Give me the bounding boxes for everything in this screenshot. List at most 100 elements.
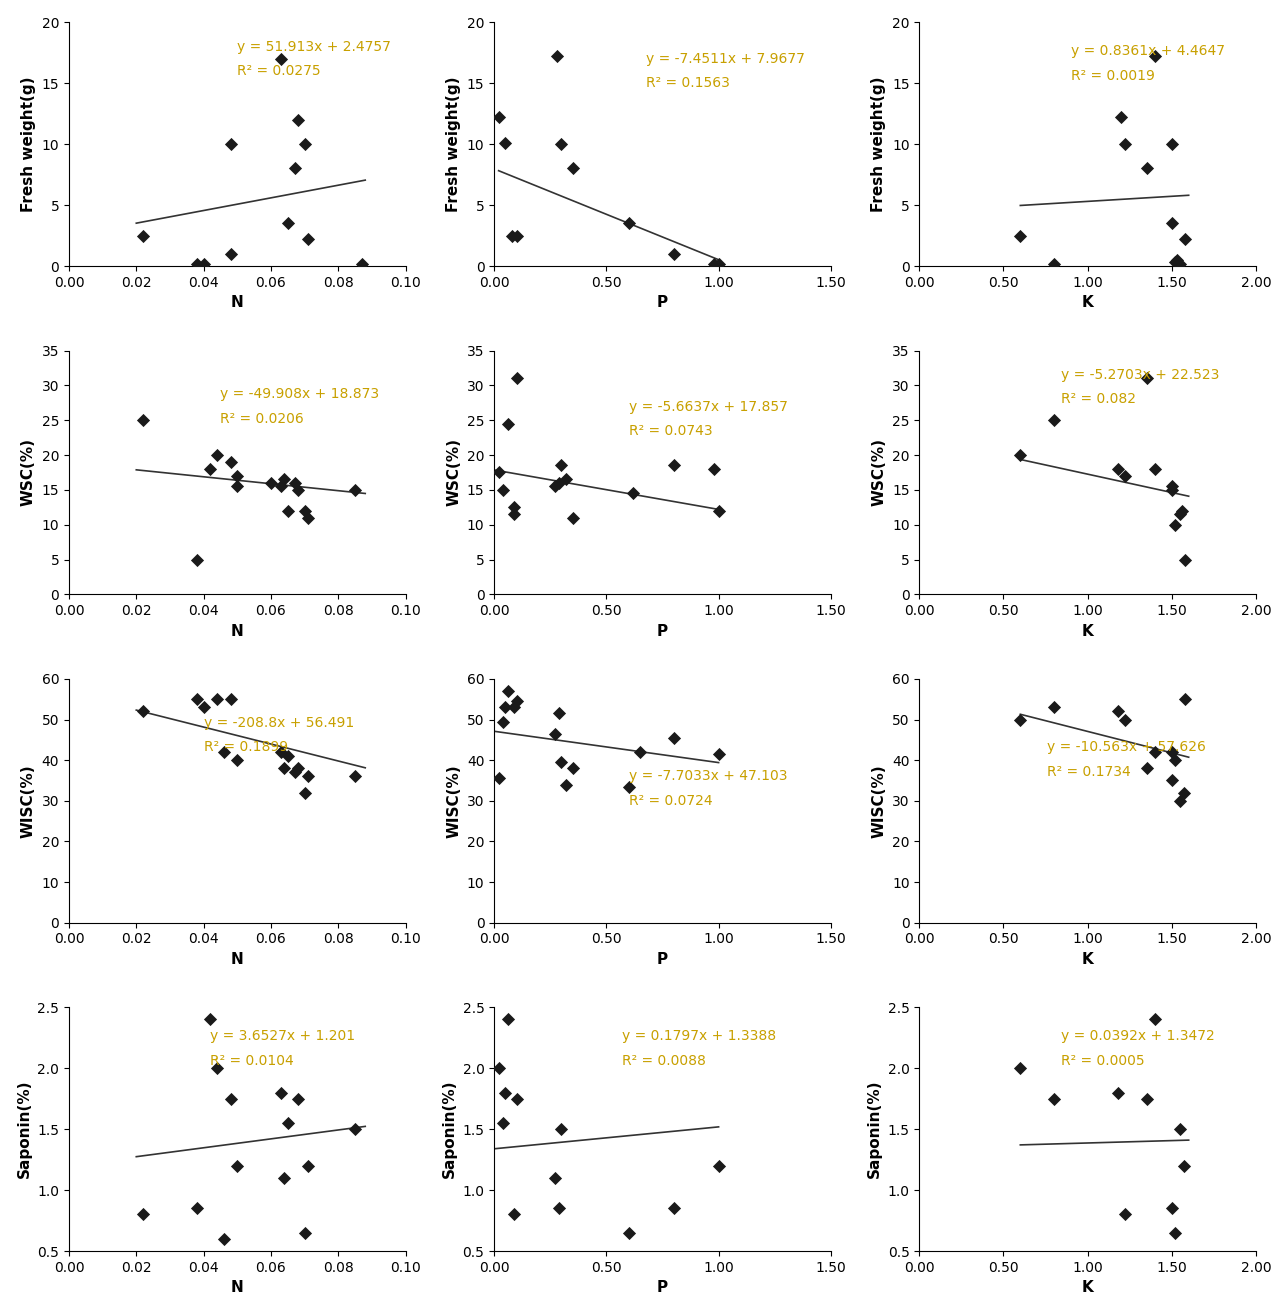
Point: [1162, 770, 1182, 791]
Point: [220, 689, 241, 710]
Point: [187, 253, 207, 274]
Text: y = -5.6637x + 17.857: y = -5.6637x + 17.857: [629, 400, 788, 413]
Point: [1175, 689, 1195, 710]
Point: [207, 445, 228, 466]
X-axis label: K: K: [1082, 1281, 1094, 1295]
Point: [545, 723, 565, 744]
Text: y = -5.2703x + 22.523: y = -5.2703x + 22.523: [1061, 367, 1220, 382]
Point: [618, 777, 639, 798]
Text: R² = 0.0724: R² = 0.0724: [629, 794, 712, 808]
Point: [187, 548, 207, 569]
Point: [285, 762, 305, 783]
Point: [504, 1204, 524, 1225]
X-axis label: N: N: [231, 953, 243, 967]
Text: R² = 0.1899: R² = 0.1899: [204, 740, 287, 754]
Point: [1164, 1223, 1185, 1244]
Point: [495, 1082, 515, 1103]
Point: [214, 741, 234, 762]
Point: [506, 367, 527, 388]
Point: [1175, 228, 1195, 249]
Point: [214, 1228, 234, 1249]
Y-axis label: Fresh weight(g): Fresh weight(g): [21, 76, 36, 211]
Y-axis label: Saponin(%): Saponin(%): [867, 1080, 882, 1178]
Point: [495, 133, 515, 154]
Point: [1112, 106, 1132, 127]
Point: [1170, 1119, 1190, 1140]
Y-axis label: WSC(%): WSC(%): [872, 438, 886, 506]
Point: [274, 468, 295, 489]
Point: [623, 483, 644, 504]
Y-axis label: WISC(%): WISC(%): [21, 764, 36, 837]
Point: [1136, 157, 1157, 178]
Point: [502, 226, 523, 247]
Point: [555, 468, 576, 489]
X-axis label: P: P: [657, 953, 668, 967]
Point: [1170, 253, 1190, 274]
Point: [504, 504, 524, 525]
Point: [551, 752, 572, 773]
Point: [506, 226, 527, 247]
Point: [295, 134, 316, 155]
Point: [345, 479, 366, 500]
Point: [1136, 367, 1157, 388]
Point: [193, 697, 214, 718]
Text: y = 0.0392x + 1.3472: y = 0.0392x + 1.3472: [1061, 1030, 1215, 1043]
Point: [506, 1088, 527, 1109]
Point: [1114, 1204, 1135, 1225]
Text: R² = 0.0275: R² = 0.0275: [237, 64, 321, 77]
Point: [187, 689, 207, 710]
Point: [220, 134, 241, 155]
Point: [1136, 1088, 1157, 1109]
Point: [1172, 500, 1193, 521]
Point: [1145, 458, 1166, 479]
Point: [1043, 253, 1064, 274]
Text: R² = 0.082: R² = 0.082: [1061, 392, 1136, 407]
Point: [546, 46, 567, 67]
Point: [549, 703, 569, 724]
Point: [1114, 134, 1135, 155]
Point: [488, 462, 509, 483]
Point: [630, 741, 650, 762]
Point: [1108, 701, 1128, 722]
X-axis label: P: P: [657, 1281, 668, 1295]
Point: [563, 157, 583, 178]
Point: [1164, 749, 1185, 770]
Point: [488, 768, 509, 789]
Point: [1162, 479, 1182, 500]
Point: [618, 1223, 639, 1244]
Text: y = -208.8x + 56.491: y = -208.8x + 56.491: [204, 716, 354, 729]
Point: [1162, 476, 1182, 497]
Text: y = 3.6527x + 1.201: y = 3.6527x + 1.201: [210, 1030, 355, 1043]
Text: R² = 0.0088: R² = 0.0088: [622, 1054, 706, 1068]
Point: [663, 455, 684, 476]
X-axis label: P: P: [657, 295, 668, 311]
Point: [133, 1204, 153, 1225]
Text: R² = 0.0743: R² = 0.0743: [629, 424, 712, 438]
Point: [298, 228, 318, 249]
Point: [200, 458, 220, 479]
Point: [545, 1168, 565, 1189]
Point: [227, 466, 247, 487]
Text: y = -10.563x + 57.626: y = -10.563x + 57.626: [1047, 740, 1206, 754]
Y-axis label: Saponin(%): Saponin(%): [17, 1080, 32, 1178]
Point: [298, 766, 318, 787]
Point: [551, 1119, 572, 1140]
Point: [545, 476, 565, 497]
Point: [504, 697, 524, 718]
Point: [220, 451, 241, 472]
Point: [1114, 466, 1135, 487]
Point: [207, 1057, 228, 1078]
Point: [1108, 458, 1128, 479]
Point: [708, 253, 729, 274]
Point: [708, 500, 729, 521]
Point: [495, 697, 515, 718]
Text: y = 0.1797x + 1.3388: y = 0.1797x + 1.3388: [622, 1030, 777, 1043]
Point: [493, 479, 514, 500]
Point: [663, 243, 684, 264]
Point: [295, 500, 316, 521]
Text: R² = 0.0005: R² = 0.0005: [1061, 1054, 1144, 1068]
Point: [270, 741, 291, 762]
Point: [187, 1198, 207, 1219]
Y-axis label: WISC(%): WISC(%): [446, 764, 461, 837]
X-axis label: K: K: [1082, 295, 1094, 311]
